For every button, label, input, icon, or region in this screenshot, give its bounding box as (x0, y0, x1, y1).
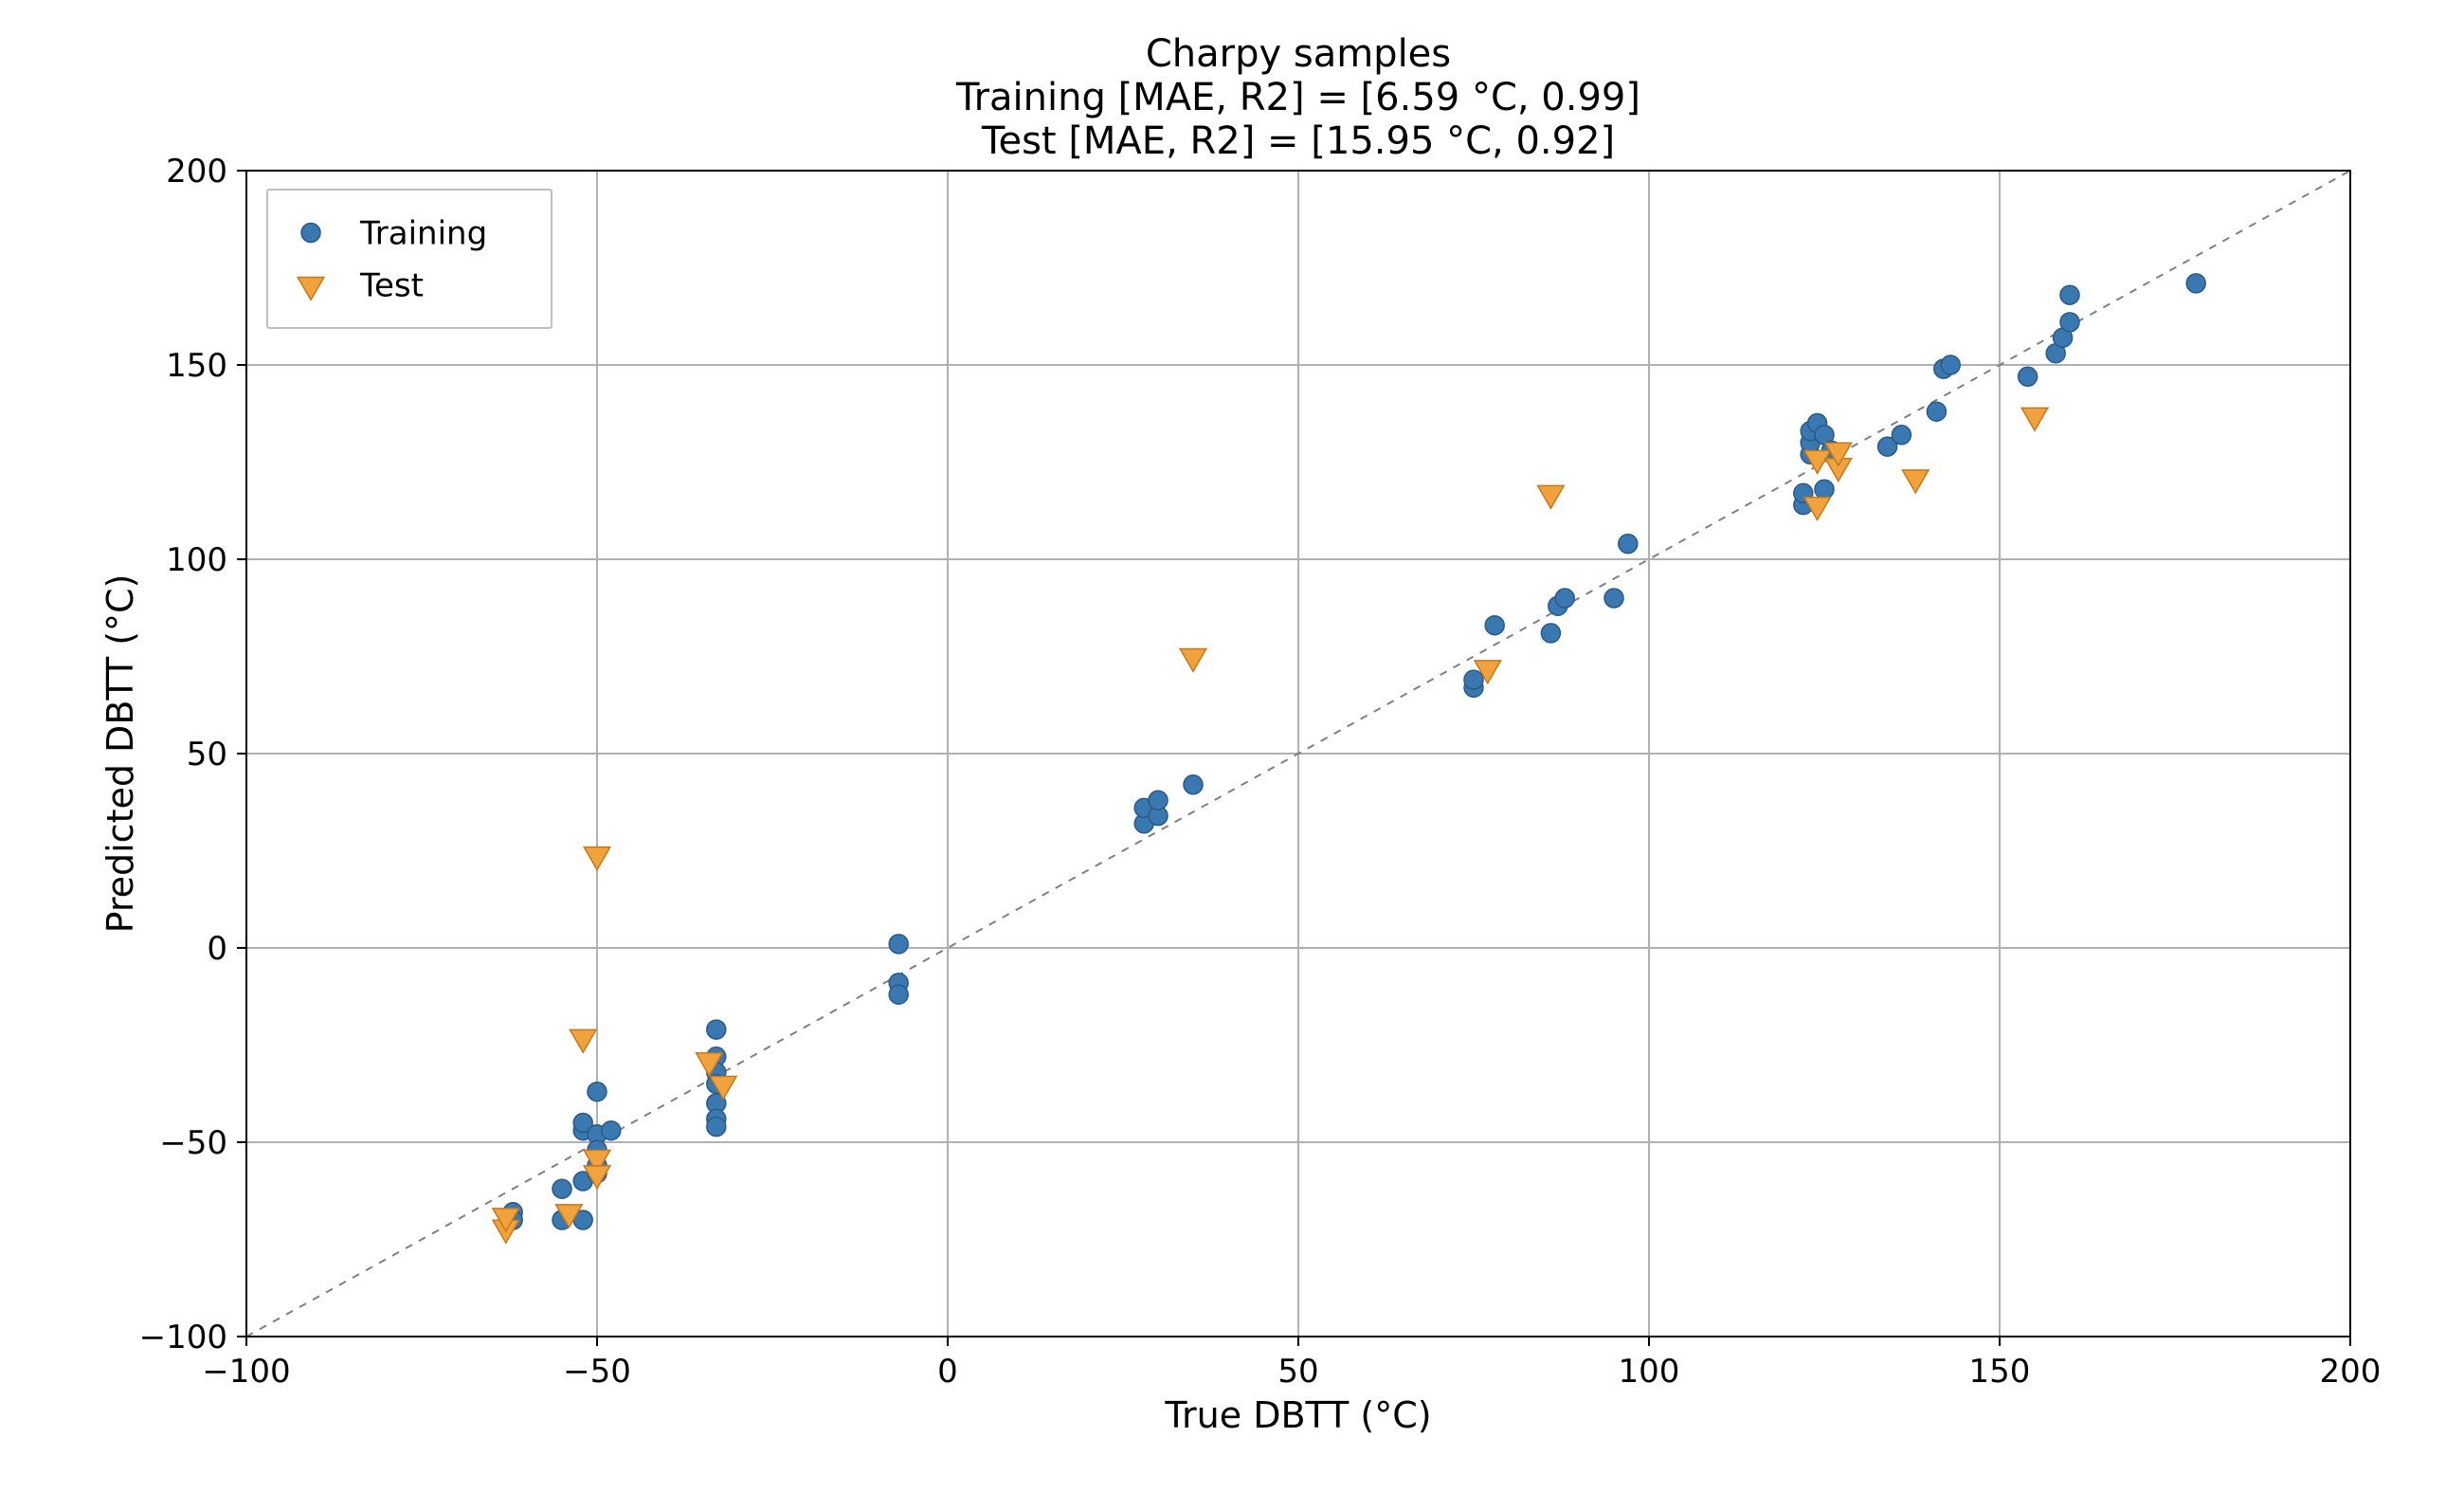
ytick-label: 150 (166, 347, 227, 385)
xtick-label: 0 (937, 1353, 958, 1391)
scatter-chart: Charpy samplesTraining [MAE, R2] = [6.59… (0, 0, 2464, 1492)
xtick-label: 50 (1277, 1353, 1318, 1391)
ytick-label: −50 (159, 1124, 227, 1162)
legend-label: Training (359, 214, 487, 252)
legend-label: Test (359, 266, 424, 304)
xtick-label: 200 (2320, 1353, 2382, 1391)
xtick-label: −50 (563, 1353, 631, 1391)
xtick-label: 150 (1969, 1353, 2031, 1391)
ytick-label: 50 (187, 736, 227, 773)
xtick-label: −100 (202, 1353, 290, 1391)
title-line-2: Test [MAE, R2] = [15.95 °C, 0.92] (981, 119, 1615, 163)
ytick-label: 200 (166, 153, 227, 191)
ytick-label: 0 (207, 930, 227, 968)
ytick-label: −100 (139, 1319, 227, 1356)
xtick-label: 100 (1619, 1353, 1680, 1391)
title-line-1: Training [MAE, R2] = [6.59 °C, 0.99] (955, 76, 1640, 119)
legend: Training Test (267, 190, 552, 328)
y-axis-label: Predicted DBTT (°C) (100, 574, 141, 934)
ytick-label: 100 (166, 541, 227, 579)
x-axis-label: True DBTT (°C) (1164, 1394, 1431, 1436)
title-line-0: Charpy samples (1146, 32, 1451, 76)
